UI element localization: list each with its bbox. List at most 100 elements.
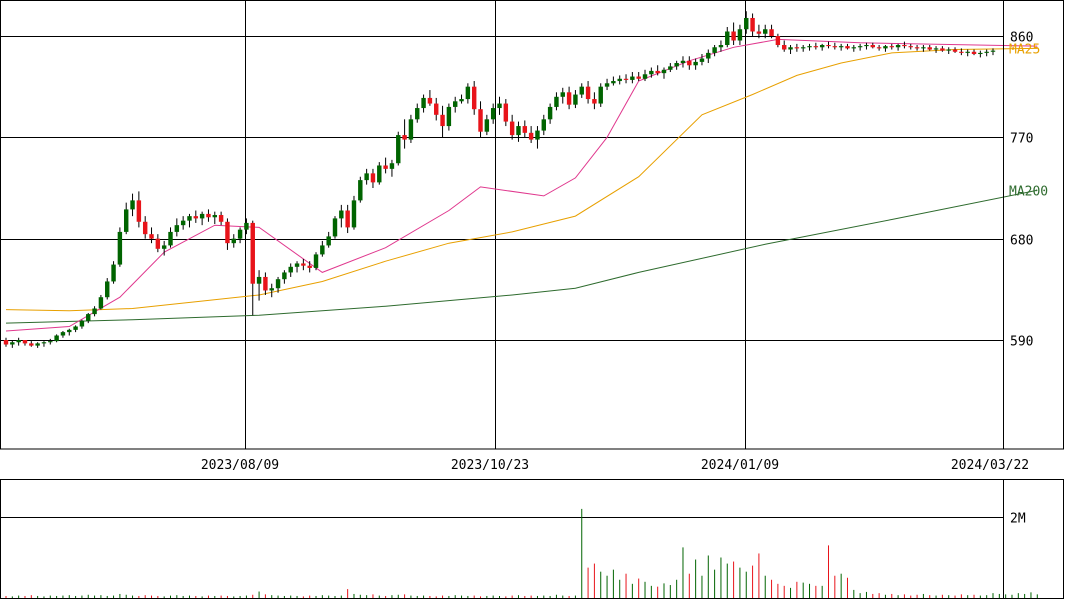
candle-body [718, 45, 724, 48]
candle-body [895, 45, 901, 48]
candle-body [731, 31, 736, 41]
candle-body [864, 45, 869, 47]
candle-body [535, 130, 540, 140]
candle-body [598, 86, 603, 104]
candle-body [41, 342, 47, 344]
candle-body [187, 216, 192, 221]
axis-labels: 590 680 770 860 2023/08/09 2023/10/23 2024/01/… [201, 31, 1048, 527]
candle-body [547, 106, 553, 120]
candle-body [231, 238, 236, 244]
volume-bars [5, 508, 1038, 598]
candle-body [807, 46, 812, 48]
candle-body [307, 265, 312, 268]
candle-body [819, 45, 825, 48]
candle-body [415, 108, 420, 120]
candle-body [680, 60, 686, 64]
candle-body [168, 231, 173, 246]
candle-body [889, 46, 894, 48]
candle-body [60, 332, 66, 336]
candle-body [237, 229, 243, 239]
candle-body [946, 49, 951, 51]
price-panel-frame [0, 0, 1064, 450]
candle-body [744, 17, 749, 30]
candle-body [105, 281, 110, 298]
candle-body [788, 47, 793, 50]
candle-body [509, 121, 515, 136]
candle-body [940, 48, 945, 51]
candle-body [446, 106, 452, 127]
candle-body [383, 165, 388, 169]
candle-body [440, 114, 445, 127]
candle-body [29, 343, 34, 346]
candle-body [250, 222, 255, 284]
candle-body [199, 213, 205, 219]
candle-body [952, 49, 958, 52]
candle-body [908, 46, 913, 48]
candle-body [294, 263, 300, 267]
candle-body [478, 109, 483, 132]
candle-body [275, 279, 281, 289]
candle-body [490, 108, 496, 120]
candle-body [528, 132, 534, 140]
candle-body [67, 329, 72, 333]
candle-body [921, 47, 926, 49]
x-tick-label: 2023/08/09 [201, 458, 279, 473]
candle-body [876, 47, 882, 49]
candle-body [54, 335, 59, 342]
candle-body [389, 163, 395, 169]
candle-body [79, 320, 85, 327]
candle-body [883, 46, 888, 49]
candle-body [263, 276, 268, 291]
candle-body [737, 29, 743, 41]
candle-body [902, 45, 907, 47]
candle-body [554, 96, 559, 107]
candle-body [16, 340, 21, 343]
candle-body [301, 263, 306, 266]
candle-body [984, 51, 989, 53]
candle-body [503, 103, 509, 122]
candle-body [668, 66, 673, 70]
candle-body [750, 17, 755, 32]
candle-body [142, 221, 148, 235]
candle-body [123, 209, 129, 232]
candle-body [3, 340, 9, 345]
candle-body [370, 173, 376, 183]
candle-body [649, 70, 654, 75]
candle-body [826, 45, 831, 47]
candle-body [756, 31, 762, 34]
candle-body [402, 135, 407, 140]
ma-legend-label: MA25 [1009, 42, 1040, 57]
candle-body [256, 276, 262, 284]
candle-body [712, 47, 717, 53]
volume-tick-label: 2M [1010, 512, 1026, 527]
candle-body [693, 61, 698, 66]
candle-body [421, 97, 426, 109]
candle-body [161, 245, 167, 249]
candle-body [86, 314, 91, 321]
candle-body [484, 119, 490, 132]
candle-body [725, 31, 730, 46]
ma-legend-label: MA200 [1009, 184, 1048, 199]
candle-body [73, 326, 78, 330]
candle-body [345, 210, 350, 228]
candle-body [427, 97, 433, 104]
x-tick-label: 2024/01/09 [701, 458, 779, 473]
y-tick-label: 860 [1010, 31, 1033, 46]
candle-body [452, 101, 458, 107]
candle-body [636, 76, 641, 79]
candle-body [800, 47, 806, 49]
candlesticks [3, 11, 996, 348]
candle-body [870, 45, 876, 48]
candle-body [630, 76, 635, 80]
candle-body [579, 86, 584, 95]
candle-body [408, 119, 414, 140]
candle-body [794, 47, 800, 49]
candle-body [212, 215, 218, 218]
candle-body [332, 218, 338, 237]
candle-body [566, 92, 572, 105]
candle-body [471, 86, 477, 110]
